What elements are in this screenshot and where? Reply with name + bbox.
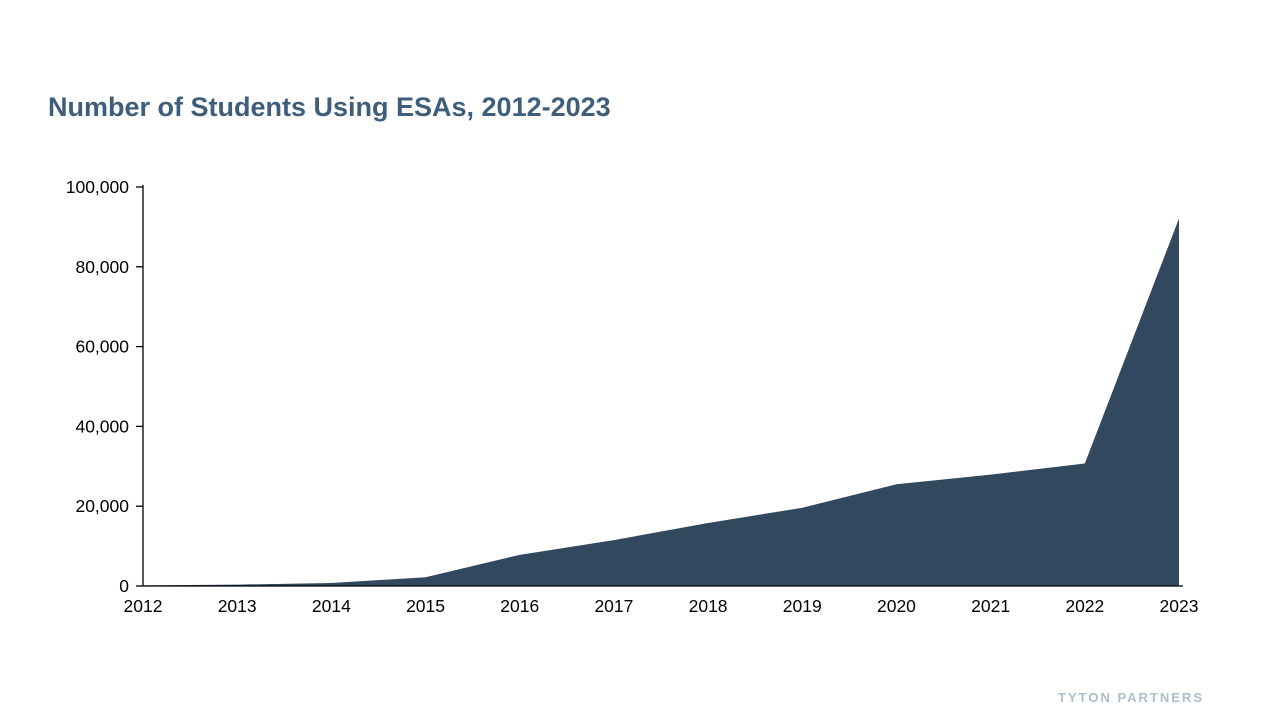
x-tick-label: 2016: [500, 596, 539, 616]
x-tick-label: 2023: [1160, 596, 1199, 616]
tyton-partners-logo: TYTON PARTNERS: [1058, 690, 1204, 705]
x-tick-label: 2017: [594, 596, 633, 616]
x-tick-label: 2019: [783, 596, 822, 616]
area-series: [143, 218, 1179, 586]
x-tick-label: 2014: [312, 596, 351, 616]
x-tick-label: 2022: [1065, 596, 1104, 616]
y-tick-label: 0: [119, 576, 129, 596]
x-tick-label: 2018: [689, 596, 728, 616]
x-tick-label: 2020: [877, 596, 916, 616]
y-tick-label: 60,000: [75, 337, 129, 357]
x-tick-label: 2012: [124, 596, 163, 616]
y-tick-label: 20,000: [75, 496, 129, 516]
x-tick-label: 2013: [218, 596, 257, 616]
y-tick-label: 40,000: [75, 416, 129, 436]
y-tick-label: 100,000: [66, 177, 130, 197]
chart-title: Number of Students Using ESAs, 2012-2023: [48, 92, 611, 122]
x-tick-label: 2015: [406, 596, 445, 616]
x-tick-label: 2021: [971, 596, 1010, 616]
y-tick-label: 80,000: [75, 257, 129, 277]
